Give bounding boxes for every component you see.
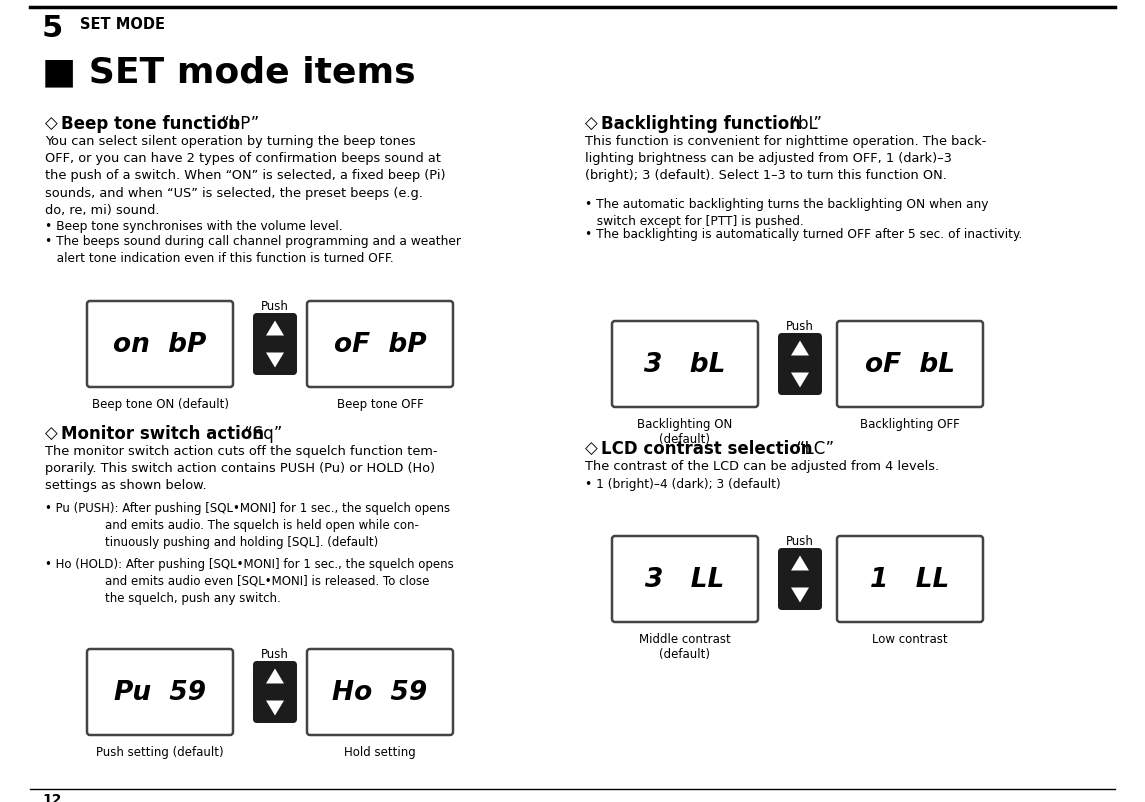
Text: Backlighting OFF: Backlighting OFF	[860, 418, 960, 431]
Text: Backlighting function: Backlighting function	[601, 115, 801, 133]
Text: Push: Push	[261, 300, 289, 313]
Text: 1   LL: 1 LL	[870, 566, 949, 592]
Polygon shape	[791, 556, 810, 571]
Text: Push setting (default): Push setting (default)	[96, 745, 223, 758]
Text: ◇: ◇	[585, 115, 609, 133]
FancyBboxPatch shape	[837, 322, 984, 407]
FancyBboxPatch shape	[307, 649, 453, 735]
Text: 3   LL: 3 LL	[646, 566, 725, 592]
Text: Middle contrast
(default): Middle contrast (default)	[639, 632, 731, 660]
FancyBboxPatch shape	[253, 314, 297, 375]
Text: Push: Push	[787, 534, 814, 547]
Text: Beep tone ON (default): Beep tone ON (default)	[92, 398, 229, 411]
FancyBboxPatch shape	[611, 322, 758, 407]
Text: • The automatic backlighting turns the backlighting ON when any
   switch except: • The automatic backlighting turns the b…	[585, 198, 988, 228]
Text: • Ho (HOLD): After pushing [SQL•MONI] for 1 sec., the squelch opens
            : • Ho (HOLD): After pushing [SQL•MONI] fo…	[45, 557, 453, 604]
Text: Backlighting ON
(default): Backlighting ON (default)	[638, 418, 733, 445]
Text: You can select silent operation by turning the beep tones
OFF, or you can have 2: You can select silent operation by turni…	[45, 135, 445, 217]
Text: The monitor switch action cuts off the squelch function tem-
porarily. This swit: The monitor switch action cuts off the s…	[45, 444, 437, 492]
Text: ◇: ◇	[585, 439, 609, 457]
Text: 3   bL: 3 bL	[645, 351, 726, 378]
Text: oF  bL: oF bL	[864, 351, 955, 378]
FancyBboxPatch shape	[777, 334, 822, 395]
Text: Hold setting: Hold setting	[345, 745, 416, 758]
Text: “bL”: “bL”	[779, 115, 822, 133]
Text: Push: Push	[261, 647, 289, 660]
Text: LCD contrast selection: LCD contrast selection	[601, 439, 813, 457]
Text: “LC”: “LC”	[785, 439, 834, 457]
Text: 5: 5	[42, 14, 63, 43]
Text: oF  bP: oF bP	[333, 331, 426, 358]
Polygon shape	[791, 341, 810, 356]
Text: • Pu (PUSH): After pushing [SQL•MONI] for 1 sec., the squelch opens
            : • Pu (PUSH): After pushing [SQL•MONI] fo…	[45, 501, 450, 548]
FancyBboxPatch shape	[837, 537, 984, 622]
Text: • 1 (bright)–4 (dark); 3 (default): • 1 (bright)–4 (dark); 3 (default)	[585, 477, 781, 490]
Text: “Sq”: “Sq”	[239, 424, 283, 443]
Text: Beep tone OFF: Beep tone OFF	[337, 398, 424, 411]
Polygon shape	[266, 669, 284, 683]
Text: Pu  59: Pu 59	[114, 679, 206, 705]
FancyBboxPatch shape	[777, 549, 822, 610]
Text: The contrast of the LCD can be adjusted from 4 levels.: The contrast of the LCD can be adjusted …	[585, 460, 939, 472]
Text: on  bP: on bP	[113, 331, 207, 358]
Text: Push: Push	[787, 320, 814, 333]
Text: Ho  59: Ho 59	[332, 679, 427, 705]
Polygon shape	[266, 701, 284, 715]
FancyBboxPatch shape	[611, 537, 758, 622]
Text: Low contrast: Low contrast	[872, 632, 948, 645]
FancyBboxPatch shape	[87, 302, 232, 387]
FancyBboxPatch shape	[307, 302, 453, 387]
Polygon shape	[791, 373, 810, 388]
Text: • The backlighting is automatically turned OFF after 5 sec. of inactivity.: • The backlighting is automatically turn…	[585, 228, 1022, 241]
Text: ■ SET mode items: ■ SET mode items	[42, 55, 416, 89]
Text: Beep tone function: Beep tone function	[61, 115, 239, 133]
Text: SET MODE: SET MODE	[80, 17, 165, 32]
Text: ◇: ◇	[45, 424, 69, 443]
FancyBboxPatch shape	[87, 649, 232, 735]
FancyBboxPatch shape	[253, 661, 297, 723]
Text: ◇: ◇	[45, 115, 69, 133]
Text: Monitor switch action: Monitor switch action	[61, 424, 264, 443]
Text: “bP”: “bP”	[216, 115, 259, 133]
Text: • The beeps sound during call channel programming and a weather
   alert tone in: • The beeps sound during call channel pr…	[45, 235, 461, 265]
Polygon shape	[266, 321, 284, 336]
Text: This function is convenient for nighttime operation. The back-
lighting brightne: This function is convenient for nighttim…	[585, 135, 986, 182]
Text: 12: 12	[42, 792, 62, 802]
Polygon shape	[791, 588, 810, 603]
Text: • Beep tone synchronises with the volume level.: • Beep tone synchronises with the volume…	[45, 220, 342, 233]
Polygon shape	[266, 353, 284, 368]
